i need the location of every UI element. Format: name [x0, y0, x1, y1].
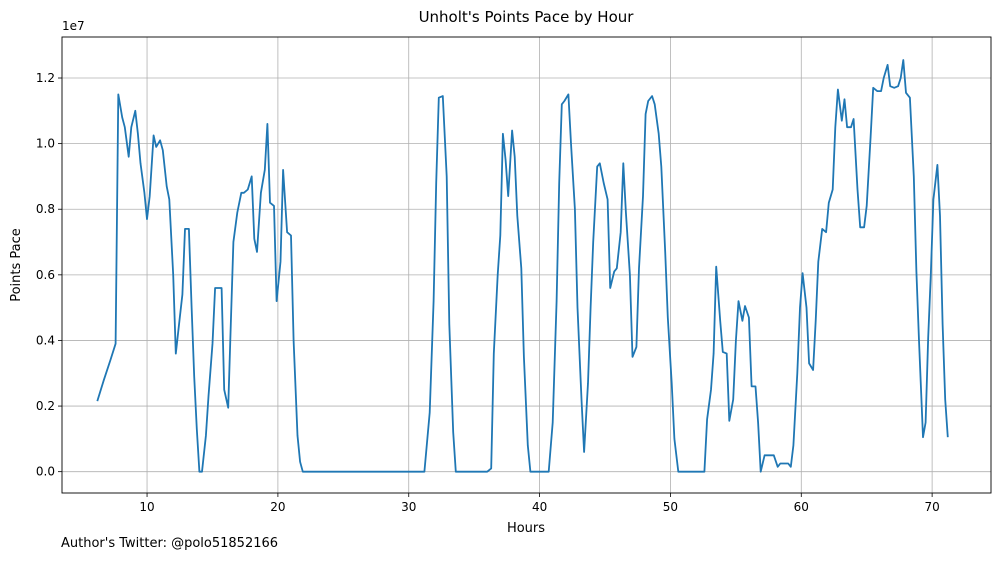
x-tick-label: 10 [139, 500, 154, 514]
y-axis-label: Points Pace [9, 228, 24, 302]
y-tick-label: 0.4 [36, 333, 55, 347]
y-tick-label: 1.0 [36, 137, 55, 151]
x-ticks: 10 20 30 40 50 60 70 [139, 493, 940, 514]
grid-lines [62, 37, 991, 493]
series-line [96, 59, 949, 473]
plot-frame [61, 36, 992, 494]
x-tick-label: 60 [794, 500, 809, 514]
x-tick-label: 20 [270, 500, 285, 514]
y-tick-label: 0.6 [36, 268, 55, 282]
y-tick-label: 0.2 [36, 399, 55, 413]
author-caption: Author's Twitter: @polo51852166 [61, 536, 279, 551]
y-tick-label: 0.0 [36, 465, 55, 479]
y-ticks: 0.0 0.2 0.4 0.6 0.8 1.0 1.2 [36, 71, 62, 479]
x-tick-label: 30 [401, 500, 416, 514]
y-tick-label: 0.8 [36, 202, 55, 216]
chart-title: Unholt's Points Pace by Hour [419, 8, 635, 26]
x-axis-label: Hours [507, 521, 545, 536]
y-multiplier: 1e7 [62, 19, 85, 33]
x-tick-label: 50 [663, 500, 678, 514]
x-tick-label: 70 [924, 500, 939, 514]
x-tick-label: 40 [532, 500, 547, 514]
y-tick-label: 1.2 [36, 71, 55, 85]
